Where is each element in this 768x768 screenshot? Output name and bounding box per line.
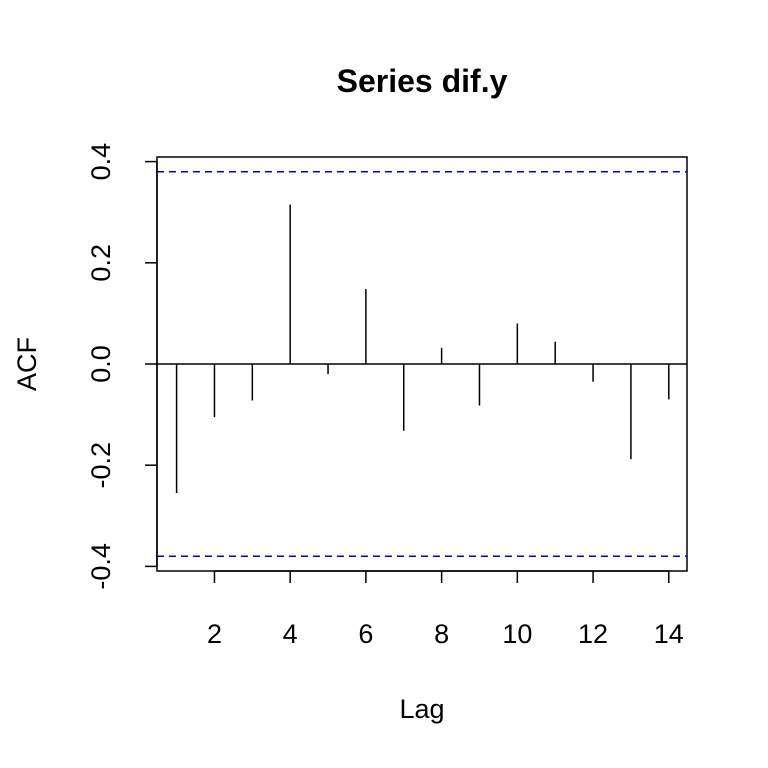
x-tick-label-2: 2 xyxy=(207,619,222,649)
chart-title: Series dif.y xyxy=(337,63,508,99)
x-tick-label-10: 10 xyxy=(502,619,532,649)
y-tick-label-2: 0.0 xyxy=(86,345,116,383)
y-axis-label: ACF xyxy=(12,337,42,391)
y-tick-label-0: -0.4 xyxy=(86,543,116,590)
x-tick-label-14: 14 xyxy=(654,619,684,649)
x-tick-label-8: 8 xyxy=(434,619,449,649)
y-tick-label-1: -0.2 xyxy=(86,442,116,489)
x-tick-label-6: 6 xyxy=(358,619,373,649)
y-tick-label-3: 0.2 xyxy=(86,244,116,282)
x-tick-label-4: 4 xyxy=(283,619,298,649)
x-axis-label: Lag xyxy=(399,694,444,724)
y-tick-label-4: 0.4 xyxy=(86,143,116,181)
x-tick-label-12: 12 xyxy=(578,619,608,649)
chart-marks: 2 4 6 8 10 12 14 -0.4 -0.2 0.0 0.2 0.4 xyxy=(86,143,687,649)
